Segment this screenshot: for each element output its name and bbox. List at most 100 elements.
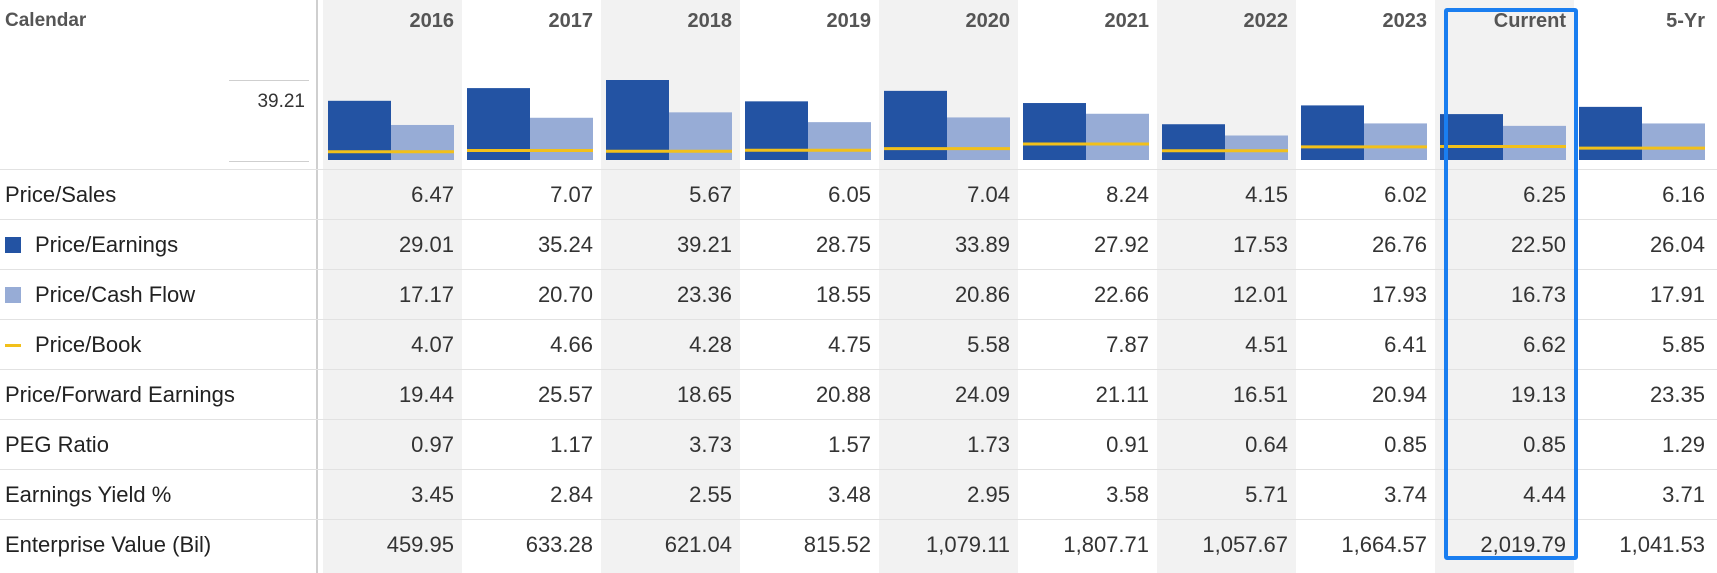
bar-price-earnings-2018[interactable]: [606, 80, 669, 160]
cell-2017: 2.84: [550, 482, 593, 507]
bar-price-earnings-2023[interactable]: [1301, 105, 1364, 160]
cell-2021: 3.58: [1106, 482, 1149, 507]
cell-2016: 17.17: [398, 282, 454, 307]
table-row[interactable]: Price/Sales 6.47 7.07 5.67 6.05 7.04 8.24 4.15 6…: [0, 169, 1717, 220]
cell-2018: 18.65: [676, 382, 732, 407]
cell-2022: 12.01: [1232, 282, 1288, 307]
bar-price-cash-flow-2019[interactable]: [808, 122, 871, 160]
cell-2016: 6.47: [411, 182, 454, 207]
cell-2018: 4.28: [689, 332, 732, 357]
column-bg-current: [1435, 0, 1574, 573]
table-row[interactable]: Price/Book 4.07 4.66 4.28 4.75 5.58 7.87 4.51 6.…: [0, 319, 1717, 370]
cell-2020: 33.89: [954, 232, 1010, 257]
row-label-text: Price/Cash Flow: [35, 282, 196, 307]
cell-2017: 1.17: [550, 432, 593, 457]
row-label: Price/Sales: [5, 170, 116, 220]
bar-price-cash-flow-2017[interactable]: [530, 117, 593, 160]
axis-max-label: 39.21: [257, 91, 305, 112]
column-header-2016[interactable]: 2016: [409, 10, 455, 32]
cell-2017: 4.66: [550, 332, 593, 357]
bar-price-cash-flow-2020[interactable]: [947, 117, 1010, 160]
cell-5yr: 1.29: [1662, 432, 1705, 457]
bar-price-earnings-2016[interactable]: [328, 100, 391, 160]
bar-price-earnings-2022[interactable]: [1162, 124, 1225, 160]
cell-5yr: 6.16: [1662, 182, 1705, 207]
column-divider: [316, 0, 318, 573]
cell-2021: 27.92: [1093, 232, 1149, 257]
cell-5yr: 17.91: [1649, 282, 1705, 307]
legend-square-light-icon: [5, 287, 21, 303]
table-row[interactable]: Price/Earnings 29.01 35.24 39.21 28.75 33.89 2…: [0, 219, 1717, 270]
chart-axis-scale: 39.21: [229, 80, 309, 162]
table-row[interactable]: PEG Ratio 0.97 1.17 3.73 1.57 1.73 0.91 0.64 0.8…: [0, 419, 1717, 470]
cell-2016: 4.07: [411, 332, 454, 357]
table-row[interactable]: Price/Cash Flow 17.17 20.70 23.36 18.55 20.86…: [0, 269, 1717, 320]
legend-square-dark-icon: [5, 237, 21, 253]
column-bg-2022: [1157, 0, 1296, 573]
legend-line-icon: [5, 343, 21, 347]
cell-5yr: 3.71: [1662, 482, 1705, 507]
table-row[interactable]: Earnings Yield % 3.45 2.84 2.55 3.48 2.95 3.58…: [0, 469, 1717, 520]
calendar-label: Calendar: [5, 10, 87, 31]
cell-2021: 7.87: [1106, 332, 1149, 357]
bar-price-earnings-current[interactable]: [1440, 114, 1503, 160]
column-header-2022[interactable]: 2022: [1243, 10, 1289, 32]
column-header-2017[interactable]: 2017: [548, 10, 594, 32]
cell-2016: 29.01: [398, 232, 454, 257]
cell-2017: 25.57: [537, 382, 593, 407]
column-header-2019[interactable]: 2019: [826, 10, 872, 32]
bar-price-cash-flow-2022[interactable]: [1225, 135, 1288, 160]
row-label: Price/Earnings: [5, 220, 178, 270]
cell-2023: 6.41: [1384, 332, 1427, 357]
table-row[interactable]: Price/Forward Earnings 19.44 25.57 18.65 20.…: [0, 369, 1717, 420]
column-header-current[interactable]: Current: [1493, 10, 1566, 32]
cell-current: 4.44: [1523, 482, 1566, 507]
cell-2021: 8.24: [1106, 182, 1149, 207]
bar-price-earnings-5-yr[interactable]: [1579, 106, 1642, 160]
column-header-2023[interactable]: 2023: [1382, 10, 1428, 32]
bar-price-cash-flow-2021[interactable]: [1086, 113, 1149, 160]
cell-2019: 6.05: [828, 182, 871, 207]
bar-price-cash-flow-5-yr[interactable]: [1642, 123, 1705, 160]
column-header-2018[interactable]: 2018: [687, 10, 733, 32]
cell-2023: 1,664.57: [1341, 532, 1427, 557]
cell-2017: 7.07: [550, 182, 593, 207]
row-label-text: PEG Ratio: [5, 432, 109, 457]
bar-price-cash-flow-2018[interactable]: [669, 112, 732, 160]
cell-5yr: 26.04: [1649, 232, 1705, 257]
cell-2019: 1.57: [828, 432, 871, 457]
cell-current: 19.13: [1510, 382, 1566, 407]
table-row[interactable]: Enterprise Value (Bil) 459.95 633.28 621.04…: [0, 519, 1717, 570]
cell-2021: 21.11: [1095, 382, 1149, 407]
row-label: Price/Book: [5, 320, 141, 370]
bar-price-cash-flow-current[interactable]: [1503, 125, 1566, 160]
bar-price-cash-flow-2023[interactable]: [1364, 123, 1427, 160]
cell-2021: 0.91: [1106, 432, 1149, 457]
cell-2021: 1,807.71: [1063, 532, 1149, 557]
cell-2020: 1,079.11: [925, 532, 1010, 557]
column-header-5yr[interactable]: 5-Yr: [1666, 10, 1705, 32]
cell-2022: 17.53: [1232, 232, 1288, 257]
bar-price-earnings-2017[interactable]: [467, 88, 530, 160]
row-label-text: Price/Sales: [5, 182, 117, 207]
cell-2019: 20.88: [815, 382, 871, 407]
cell-current: 0.85: [1523, 432, 1566, 457]
column-bg-2016: [323, 0, 462, 573]
cell-2017: 633.28: [525, 532, 593, 557]
bar-price-earnings-2021[interactable]: [1023, 103, 1086, 160]
cell-2022: 0.64: [1245, 432, 1288, 457]
row-label-text: Enterprise Value (Bil): [5, 532, 212, 557]
cell-2022: 1,057.67: [1202, 532, 1288, 557]
cell-current: 16.73: [1510, 282, 1566, 307]
cell-2020: 5.58: [967, 332, 1010, 357]
cell-2019: 815.52: [803, 532, 871, 557]
cell-current: 6.25: [1523, 182, 1566, 207]
cell-2023: 20.94: [1371, 382, 1427, 407]
bar-price-cash-flow-2016[interactable]: [391, 124, 454, 160]
cell-2022: 4.51: [1245, 332, 1288, 357]
row-label-text: Earnings Yield %: [5, 482, 172, 507]
cell-2016: 3.45: [411, 482, 454, 507]
column-header-2020[interactable]: 2020: [965, 10, 1011, 32]
cell-2016: 459.95: [386, 532, 454, 557]
column-header-2021[interactable]: 2021: [1104, 10, 1150, 32]
